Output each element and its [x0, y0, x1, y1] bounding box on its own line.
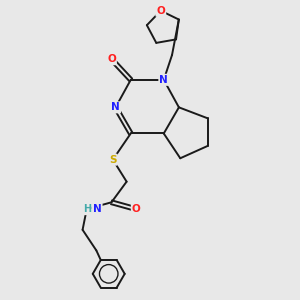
- Text: O: O: [132, 204, 141, 214]
- Text: N: N: [111, 102, 120, 112]
- Text: N: N: [93, 204, 101, 214]
- Text: O: O: [107, 54, 116, 64]
- Text: N: N: [159, 75, 168, 85]
- Text: O: O: [156, 6, 165, 16]
- Text: S: S: [109, 154, 117, 165]
- Text: H: H: [82, 204, 91, 214]
